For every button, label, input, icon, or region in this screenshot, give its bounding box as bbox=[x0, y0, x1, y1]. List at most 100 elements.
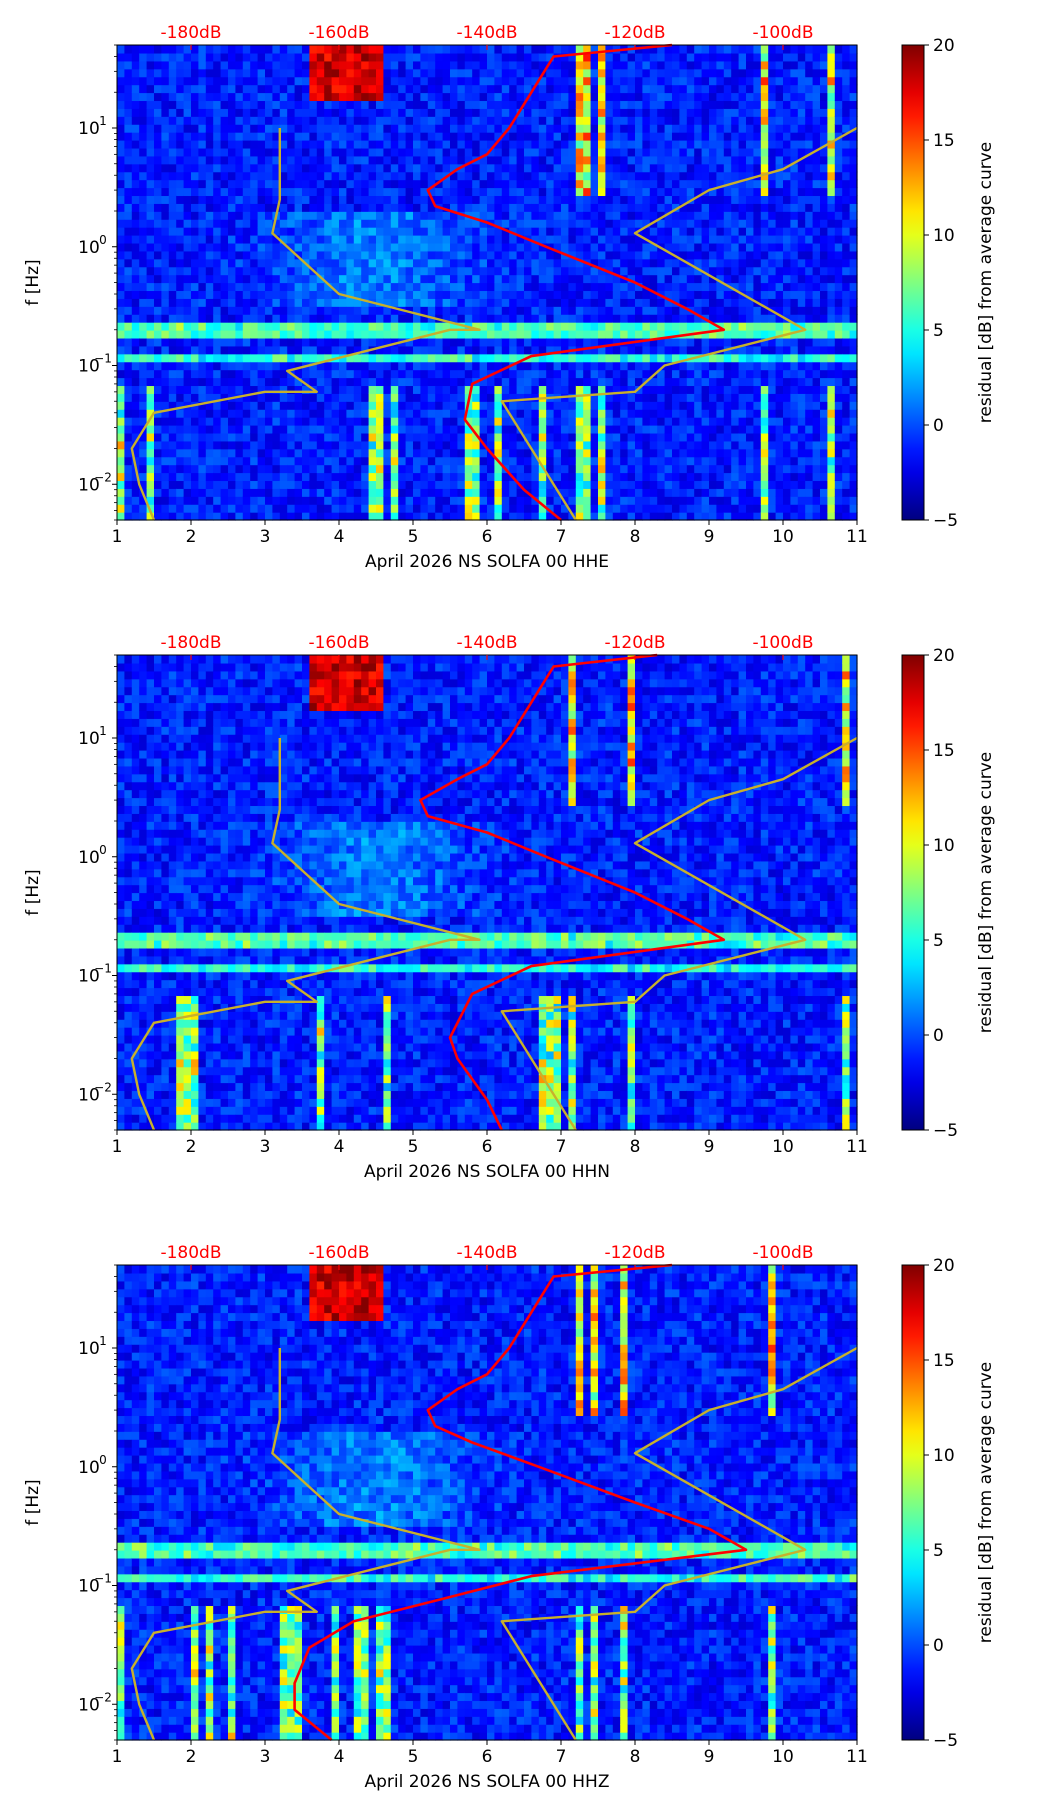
heatmap-cell bbox=[561, 195, 569, 204]
heatmap-cell bbox=[287, 385, 296, 394]
heatmap-cell bbox=[242, 337, 251, 347]
heatmap-cell bbox=[509, 52, 518, 62]
heatmap-cell bbox=[294, 84, 303, 94]
heatmap-cell bbox=[531, 274, 540, 284]
heatmap-cell bbox=[331, 108, 340, 117]
heatmap-cell bbox=[368, 440, 377, 450]
heatmap-cell bbox=[642, 401, 651, 410]
heatmap-cell bbox=[546, 480, 555, 489]
heatmap-cell bbox=[161, 425, 170, 434]
heatmap-cell bbox=[709, 385, 717, 394]
heatmap-cell bbox=[672, 409, 680, 418]
heatmap-cell bbox=[649, 322, 658, 331]
heatmap-cell bbox=[398, 409, 407, 418]
heatmap-cell bbox=[538, 147, 547, 157]
heatmap-cell bbox=[649, 266, 658, 276]
heatmap-cell bbox=[279, 488, 288, 497]
heatmap-cell bbox=[272, 385, 281, 394]
heatmap-cell bbox=[220, 100, 229, 109]
heatmap-cell bbox=[664, 163, 673, 173]
heatmap-cell bbox=[398, 298, 407, 307]
heatmap-cell bbox=[627, 163, 636, 173]
heatmap-cell bbox=[272, 250, 281, 260]
heatmap-cell bbox=[538, 242, 547, 252]
heatmap-cell bbox=[220, 448, 229, 458]
heatmap-cell bbox=[538, 330, 547, 339]
heatmap-cell bbox=[472, 274, 481, 284]
heatmap-cell bbox=[620, 322, 629, 331]
heatmap-cell bbox=[612, 314, 621, 323]
heatmap-cell bbox=[538, 250, 547, 260]
heatmap-cell bbox=[131, 45, 140, 54]
heatmap-cell bbox=[479, 353, 488, 363]
heatmap-cell bbox=[265, 472, 273, 482]
heatmap-cell bbox=[635, 409, 643, 418]
heatmap-cell bbox=[339, 330, 347, 339]
heatmap-cell bbox=[242, 496, 251, 505]
heatmap-cell bbox=[265, 266, 273, 276]
heatmap-cell bbox=[450, 425, 458, 434]
heatmap-cell bbox=[139, 163, 148, 173]
heatmap-cell bbox=[686, 84, 695, 94]
heatmap-cell bbox=[353, 393, 362, 402]
heatmap-cell bbox=[183, 195, 192, 204]
heatmap-cell bbox=[642, 306, 651, 315]
heatmap-cell bbox=[302, 179, 310, 189]
heatmap-cell bbox=[442, 393, 451, 402]
heatmap-cell bbox=[346, 52, 355, 62]
heatmap-cell bbox=[494, 432, 503, 442]
heatmap-cell bbox=[213, 330, 222, 339]
heatmap-cell bbox=[620, 314, 629, 323]
heatmap-cell bbox=[198, 92, 207, 102]
heatmap-cell bbox=[516, 108, 525, 117]
heatmap-cell bbox=[331, 52, 340, 62]
heatmap-cell bbox=[161, 163, 170, 173]
heatmap-cell bbox=[294, 448, 303, 458]
heatmap-cell bbox=[501, 84, 510, 94]
heatmap-cell bbox=[642, 417, 651, 426]
heatmap-cell bbox=[183, 266, 192, 276]
heatmap-cell bbox=[494, 227, 503, 236]
heatmap-cell bbox=[509, 235, 518, 244]
heatmap-cell bbox=[464, 84, 473, 94]
heatmap-cell bbox=[487, 464, 495, 474]
heatmap-cell bbox=[316, 472, 325, 482]
heatmap-cell bbox=[487, 353, 495, 363]
heatmap-cell bbox=[516, 322, 525, 331]
heatmap-cell bbox=[657, 282, 666, 292]
heatmap-cell bbox=[642, 385, 651, 394]
heatmap-cell bbox=[183, 179, 192, 189]
heatmap-cell bbox=[168, 306, 177, 315]
heatmap-cell bbox=[353, 322, 362, 331]
heatmap-cell bbox=[309, 84, 318, 94]
heatmap-cell bbox=[538, 282, 547, 292]
heatmap-cell bbox=[427, 290, 436, 299]
heatmap-cell bbox=[598, 274, 606, 284]
heatmap-cell bbox=[316, 512, 325, 521]
heatmap-cell bbox=[494, 250, 503, 260]
heatmap-cell bbox=[331, 211, 340, 220]
heatmap-cell bbox=[265, 282, 273, 292]
heatmap-cell bbox=[390, 337, 399, 347]
heatmap-cell bbox=[361, 306, 370, 315]
heatmap-cell bbox=[583, 195, 592, 204]
heatmap-cell bbox=[635, 100, 643, 109]
heatmap-cell bbox=[487, 417, 495, 426]
heatmap-cell bbox=[672, 211, 680, 220]
heatmap-cell bbox=[376, 282, 384, 292]
heatmap-cell bbox=[294, 345, 303, 355]
heatmap-cell bbox=[131, 274, 140, 284]
heatmap-cell bbox=[679, 369, 688, 379]
heatmap-cell bbox=[279, 306, 288, 315]
heatmap-cell bbox=[390, 250, 399, 260]
heatmap-cell bbox=[612, 464, 621, 474]
heatmap-cell bbox=[612, 179, 621, 189]
heatmap-cell bbox=[279, 163, 288, 173]
heatmap-cell bbox=[235, 179, 244, 189]
heatmap-cell bbox=[368, 163, 377, 173]
heatmap-cell bbox=[553, 108, 562, 117]
heatmap-cell bbox=[524, 242, 532, 252]
heatmap-cell bbox=[435, 282, 444, 292]
heatmap-cell bbox=[716, 68, 725, 78]
heatmap-cell bbox=[568, 401, 577, 410]
